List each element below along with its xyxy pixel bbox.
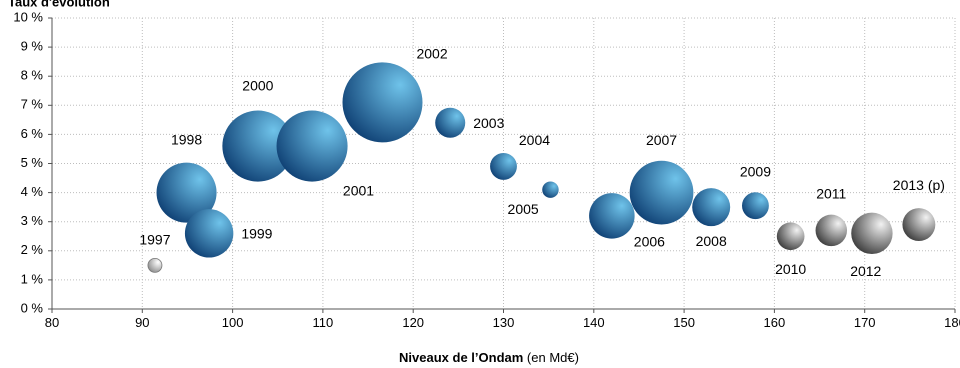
point-labels: 1997 1998 1999 2000 2001 2002 2003 2004 2005 2006…: [139, 45, 945, 279]
point-label: 2006: [634, 234, 665, 250]
point-label: 1998: [171, 132, 202, 148]
bubble-1997: [147, 257, 163, 273]
x-tick-label: 170: [854, 315, 876, 330]
point-label: 2004: [519, 132, 550, 148]
bubbles: [147, 62, 936, 273]
bubble-1998: [156, 162, 217, 223]
y-tick-label: 2 %: [21, 242, 44, 257]
bubble-2011: [815, 214, 848, 247]
bubble-2006: [589, 193, 635, 239]
point-label: 2007: [646, 132, 677, 148]
point-label: 2013 (p): [893, 177, 945, 193]
bubble-2012: [851, 212, 893, 255]
y-tick-label: 7 %: [21, 97, 44, 112]
point-label: 2009: [740, 163, 771, 179]
y-tick-label: 6 %: [21, 126, 44, 141]
point-label: 1999: [241, 225, 272, 241]
bubble-2009: [742, 192, 769, 220]
y-tick-label: 0 %: [21, 300, 44, 315]
y-tick-label: 8 %: [21, 68, 44, 83]
point-label: 2003: [473, 115, 504, 131]
x-tick-label: 150: [673, 315, 695, 330]
bubble-1999: [184, 209, 234, 258]
point-label: 2005: [508, 201, 539, 217]
x-tick-label: 160: [764, 315, 786, 330]
x-tick-label: 100: [222, 315, 244, 330]
x-tick-label: 90: [135, 315, 149, 330]
x-tick-label: 80: [45, 315, 59, 330]
y-axis-title: Taux d'évolution: [8, 0, 110, 9]
point-label: 2012: [850, 263, 881, 279]
bubble-2013p: [902, 208, 936, 242]
x-tick-label: 120: [402, 315, 424, 330]
point-label: 2002: [416, 45, 447, 61]
x-tick-label: 180: [944, 315, 960, 330]
bubble-2007: [629, 160, 694, 225]
axes: 0 % 1 % 2 % 3 % 4 % 5 % 6 % 7 % 8 % 9 % 10 % 80 90 10…: [13, 9, 960, 330]
bubble-2005: [542, 181, 559, 198]
bubble-2010: [776, 222, 805, 251]
point-label: 1997: [139, 231, 170, 247]
point-label: 2008: [696, 233, 727, 249]
bubble-2008: [692, 188, 731, 227]
bubble-2001: [276, 110, 348, 182]
point-label: 2000: [242, 78, 273, 94]
x-axis-title: Niveaux de l’Ondam (en Md€): [399, 350, 579, 365]
y-tick-label: 9 %: [21, 39, 44, 54]
point-label: 2001: [343, 183, 374, 199]
x-axis-title-unit: (en Md€): [523, 350, 579, 365]
x-tick-label: 140: [583, 315, 605, 330]
y-tick-label: 1 %: [21, 271, 44, 286]
x-tick-label: 110: [313, 315, 334, 330]
y-tick-label: 3 %: [21, 213, 44, 228]
x-axis-title-bold: Niveaux de l’Ondam: [399, 350, 523, 365]
point-label: 2011: [816, 186, 846, 202]
bubble-2004: [490, 152, 517, 180]
bubble-2000: [222, 110, 294, 182]
bubble-2002: [342, 62, 423, 143]
bubble-2003: [435, 107, 466, 138]
y-tick-label: 5 %: [21, 155, 44, 170]
y-tick-label: 4 %: [21, 184, 44, 199]
y-tick-label: 10 %: [13, 9, 43, 24]
x-tick-label: 130: [493, 315, 515, 330]
point-label: 2010: [775, 261, 806, 277]
